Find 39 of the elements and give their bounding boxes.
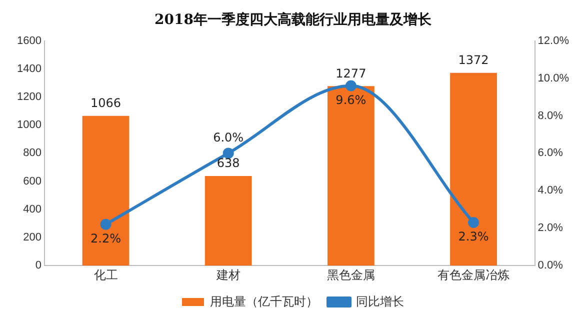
chart-title: 2018年一季度四大高载能行业用电量及增长	[154, 11, 432, 28]
y-tick-label: 1400	[16, 62, 42, 75]
data-label: 1066	[90, 96, 122, 110]
x-tick-label: 化工	[94, 268, 118, 282]
data-label: 1277	[336, 66, 366, 80]
bar	[204, 176, 252, 266]
y-tick-label: 200	[23, 232, 42, 244]
y-tick-label: 400	[23, 203, 42, 216]
point	[345, 80, 356, 92]
x-tick-label: 建材	[215, 268, 240, 282]
data-label: 1372	[458, 52, 489, 67]
y-tick-label: 1600	[16, 34, 42, 47]
bar	[450, 72, 497, 266]
y2-tick-label: 0.0%	[538, 260, 564, 272]
y2-tick-label: 2.0%	[538, 222, 564, 234]
y-tick-label: 0	[35, 260, 42, 272]
bar	[327, 86, 374, 266]
legend-label: 同比增长	[356, 294, 404, 308]
x-tick-label: 有色金属冶炼	[438, 268, 510, 282]
data-label: 638	[216, 156, 240, 170]
point	[100, 218, 112, 230]
bar	[82, 116, 130, 266]
y2-tick-label: 8.0%	[538, 110, 564, 122]
y2-tick-label: 4.0%	[538, 184, 564, 197]
y2-tick-label: 6.0%	[538, 147, 564, 160]
data-label: 2.3%	[458, 230, 489, 244]
data-label: 2.2%	[90, 232, 122, 246]
x-tick-label: 黑色金属	[326, 268, 375, 282]
y-tick-label: 1000	[16, 119, 42, 132]
point	[222, 148, 234, 159]
legend-label: 用电量（亿千瓦时）	[210, 294, 318, 308]
y-tick-label: 1200	[16, 91, 42, 104]
point	[468, 217, 480, 228]
data-label: 6.0%	[213, 130, 244, 144]
y2-tick-label: 12.0%	[538, 34, 570, 47]
y-tick-label: 800	[23, 147, 42, 160]
data-label: 9.6%	[336, 92, 366, 107]
y-tick-label: 600	[23, 175, 42, 188]
y2-tick-label: 10.0%	[538, 72, 570, 84]
